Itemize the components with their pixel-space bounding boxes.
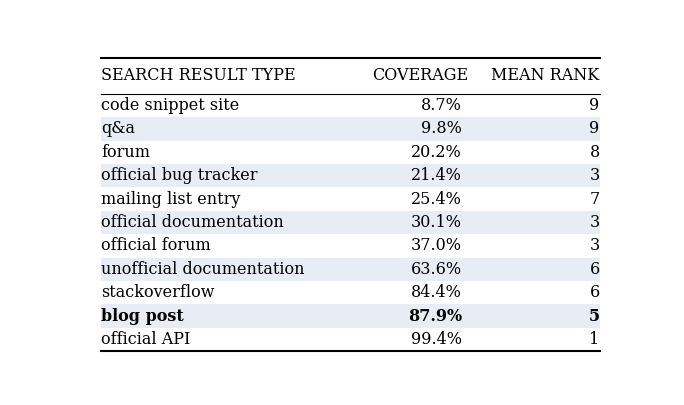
Bar [101,211,600,234]
Text: code snippet site: code snippet site [101,97,239,114]
Text: 3: 3 [590,214,600,231]
Text: 21.4%: 21.4% [411,167,462,184]
Text: 6: 6 [590,284,600,301]
Text: 20.2%: 20.2% [411,144,462,161]
Text: official documentation: official documentation [101,214,284,231]
Text: 25.4%: 25.4% [411,191,462,208]
Text: MEAN RANK: MEAN RANK [491,67,600,84]
Text: unofficial documentation: unofficial documentation [101,261,305,278]
Text: 8.7%: 8.7% [421,97,462,114]
Text: 5: 5 [588,307,600,324]
Text: SEARCH RESULT TYPE: SEARCH RESULT TYPE [101,67,296,84]
Text: forum: forum [101,144,150,161]
Text: 3: 3 [590,167,600,184]
Text: q&a: q&a [101,120,135,137]
Text: 9.8%: 9.8% [421,120,462,137]
Text: 9: 9 [590,97,600,114]
Bar [101,164,600,188]
Text: 9: 9 [590,120,600,137]
Text: 7: 7 [590,191,600,208]
Text: COVERAGE: COVERAGE [372,67,469,84]
Text: official bug tracker: official bug tracker [101,167,258,184]
Text: official API: official API [101,331,191,348]
Bar [101,258,600,281]
Text: official forum: official forum [101,237,211,254]
Text: mailing list entry: mailing list entry [101,191,241,208]
Text: stackoverflow: stackoverflow [101,284,215,301]
Text: 1: 1 [590,331,600,348]
Text: 8: 8 [590,144,600,161]
Text: 6: 6 [590,261,600,278]
Text: 99.4%: 99.4% [411,331,462,348]
Text: 84.4%: 84.4% [411,284,462,301]
Text: 3: 3 [590,237,600,254]
Text: 87.9%: 87.9% [408,307,462,324]
Bar [101,304,600,328]
Text: 37.0%: 37.0% [411,237,462,254]
Text: 63.6%: 63.6% [411,261,462,278]
Text: 30.1%: 30.1% [411,214,462,231]
Bar [101,117,600,141]
Text: blog post: blog post [101,307,184,324]
